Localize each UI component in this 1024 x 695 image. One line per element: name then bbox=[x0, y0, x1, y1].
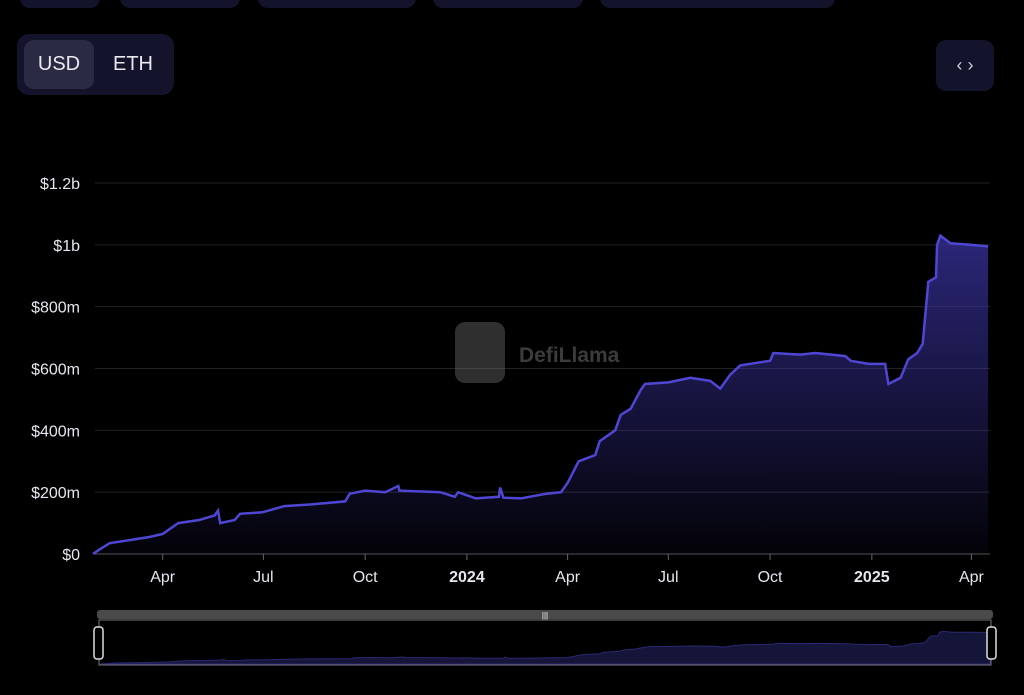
currency-toggle: USD ETH bbox=[17, 34, 174, 95]
tvl-line bbox=[92, 233, 989, 556]
brush-drag-bar[interactable] bbox=[97, 610, 993, 619]
top-filter-button-3[interactable] bbox=[258, 0, 416, 8]
y-tick-label: $600m bbox=[31, 362, 80, 379]
y-tick-label: $1b bbox=[53, 238, 80, 255]
embed-button[interactable]: ‹ › bbox=[936, 40, 994, 91]
eth-button[interactable]: ETH bbox=[113, 53, 153, 75]
y-tick-label: $1.2b bbox=[40, 176, 80, 193]
y-tick-label: $200m bbox=[31, 485, 80, 502]
y-tick-label: $0 bbox=[62, 547, 80, 564]
top-filter-button-4[interactable] bbox=[433, 0, 583, 8]
top-filter-button-2[interactable] bbox=[120, 0, 240, 8]
x-tick-label: Apr bbox=[555, 569, 581, 586]
brush-right-handle[interactable] bbox=[986, 626, 997, 660]
x-tick-label: Jul bbox=[658, 569, 678, 586]
tvl-area bbox=[93, 235, 988, 554]
y-tick-label: $400m bbox=[31, 423, 80, 440]
x-tick-label: Oct bbox=[353, 569, 378, 586]
x-tick-label: Oct bbox=[758, 569, 783, 586]
top-filter-button-5[interactable] bbox=[600, 0, 835, 8]
code-brackets-icon: ‹ › bbox=[956, 55, 974, 75]
top-filter-button-1[interactable] bbox=[20, 0, 100, 8]
watermark-text: DefiLlama bbox=[519, 344, 620, 367]
x-tick-label: Jul bbox=[253, 569, 273, 586]
llama-logo-icon bbox=[455, 322, 505, 383]
y-tick-label: $800m bbox=[31, 300, 80, 317]
range-brush[interactable]: ||| bbox=[93, 610, 997, 666]
x-tick-label: 2024 bbox=[449, 569, 485, 586]
x-tick-label: 2025 bbox=[854, 569, 890, 586]
brush-left-handle[interactable] bbox=[93, 626, 104, 660]
x-tick-label: Apr bbox=[959, 569, 985, 586]
brush-mini-area bbox=[99, 630, 991, 665]
brush-grip-icon: ||| bbox=[542, 611, 548, 620]
defillama-watermark: DefiLlama bbox=[455, 322, 620, 383]
usd-button[interactable]: USD bbox=[24, 40, 94, 89]
x-tick-label: Apr bbox=[150, 569, 176, 586]
